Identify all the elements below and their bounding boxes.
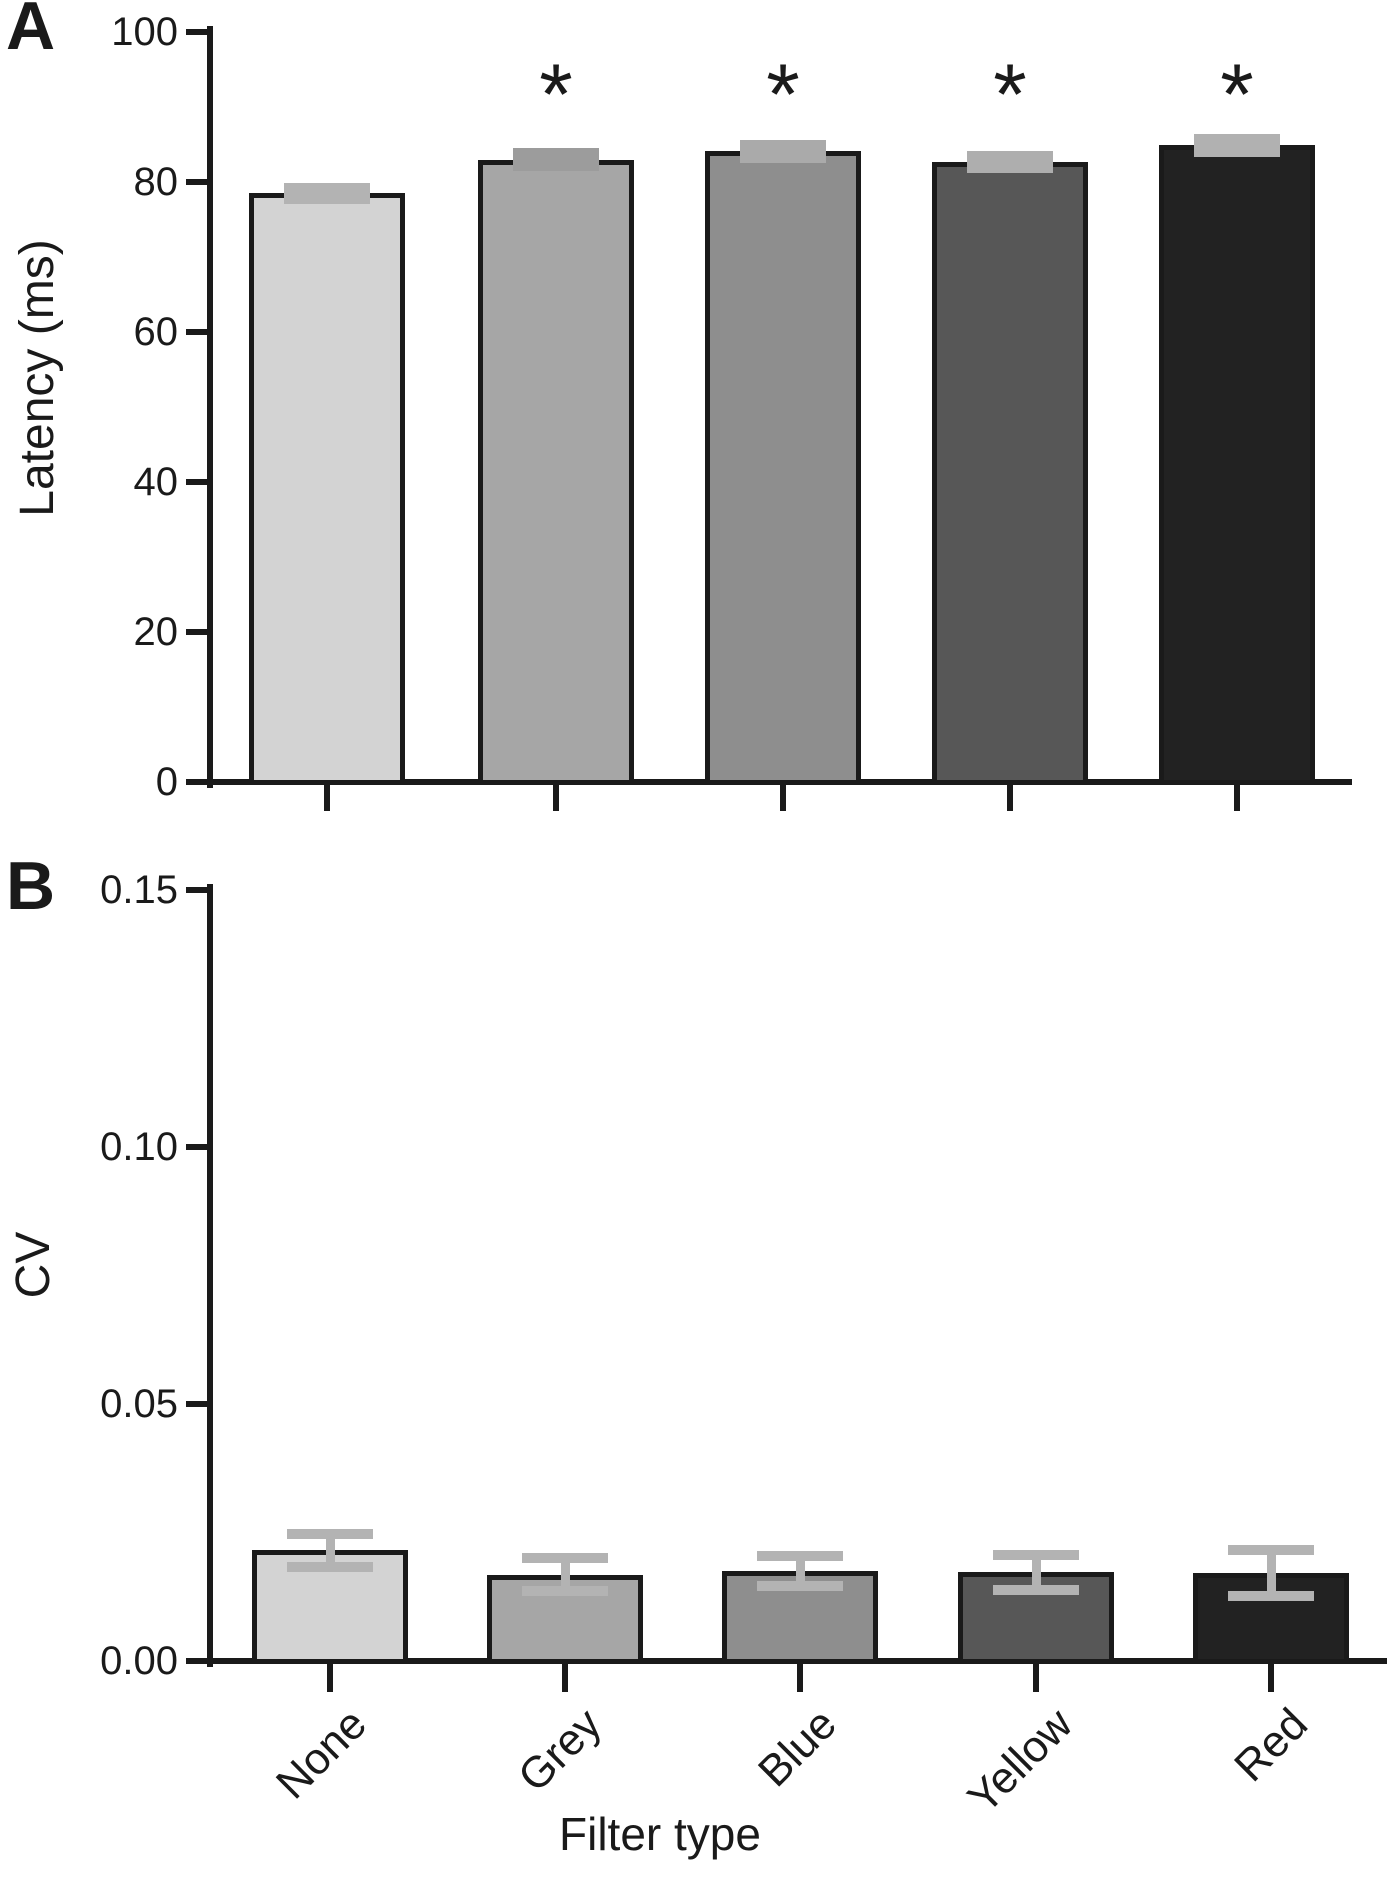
panel-b-error-cap-bottom-none [287, 1562, 373, 1573]
panel-a-y-tick [186, 329, 207, 335]
x-category-label-yellow: Yellow [958, 1699, 1082, 1823]
panel-b-error-stem-none [326, 1533, 335, 1568]
panel-a-bar-none [249, 193, 405, 785]
panel-b-error-cap-bottom-yellow [993, 1584, 1079, 1595]
panel-a-x-tick-grey [553, 785, 559, 811]
panel-b-y-tick-label: 0.00 [100, 1639, 178, 1683]
panel-a-bar-yellow [932, 161, 1088, 785]
panel-a-error-band-yellow [967, 150, 1053, 173]
panel-a-significance-asterisk-yellow: * [993, 47, 1027, 143]
panel-a-y-axis-line [207, 26, 213, 788]
panel-a-significance-asterisk-red: * [1220, 47, 1254, 143]
panel-a-error-band-red [1194, 134, 1280, 157]
panel-a-y-tick-label: 80 [133, 160, 179, 204]
panel-b-error-stem-grey [561, 1558, 570, 1592]
x-category-label-none: None [266, 1699, 376, 1809]
panel-b-x-tick-blue [797, 1664, 803, 1692]
panel-a-bar-red [1159, 145, 1315, 785]
panel-b-y-tick [186, 887, 207, 893]
y-axis-title-cv: CV [7, 1231, 60, 1299]
panel-a-bar-grey [478, 159, 634, 785]
panel-b-x-tick-grey [562, 1664, 568, 1692]
panel-b-y-tick-label: 0.10 [100, 1125, 178, 1169]
panel-b-error-stem-yellow [1032, 1554, 1041, 1590]
panel-a-y-tick [186, 479, 207, 485]
panel-b-x-tick-yellow [1033, 1664, 1039, 1692]
panel-b-error-cap-bottom-grey [522, 1586, 608, 1597]
panel-a-x-tick-blue [780, 785, 786, 811]
panel-b-x-tick-red [1268, 1664, 1274, 1692]
panel-a-significance-asterisk-blue: * [766, 47, 800, 143]
panel-b-error-cap-bottom-red [1228, 1591, 1314, 1602]
panel-b-x-tick-none [327, 1664, 333, 1692]
panel-a-x-tick-red [1234, 785, 1240, 811]
panel-a-y-tick [186, 629, 207, 635]
panel-a-y-tick [186, 779, 207, 785]
panel-a-error-band-blue [740, 140, 826, 163]
x-category-label-red: Red [1225, 1699, 1317, 1792]
panel-a-error-band-none [284, 182, 370, 204]
panel-a-significance-asterisk-grey: * [539, 47, 573, 143]
panel-a-y-tick [186, 29, 207, 35]
panel-a-bar-blue [705, 151, 861, 785]
panel-b-error-stem-red [1267, 1549, 1276, 1597]
panel-a-y-tick-label: 0 [155, 760, 178, 804]
panel-b-y-axis-line [207, 884, 213, 1667]
panel-b-y-tick [186, 1144, 207, 1150]
panel-a-y-tick-label: 60 [133, 310, 179, 354]
panel-a-x-tick-yellow [1007, 785, 1013, 811]
y-axis-title-latency: Latency (ms) [11, 239, 64, 517]
panel-b-letter: B [6, 848, 56, 924]
panel-a-y-tick-label: 100 [111, 10, 178, 54]
panel-a-letter: A [6, 0, 56, 64]
panel-a-y-tick-label: 20 [133, 610, 179, 654]
panel-b-error-stem-blue [796, 1555, 805, 1587]
panel-a-y-tick [186, 179, 207, 185]
panel-a-x-tick-none [324, 785, 330, 811]
panel-a-error-band-grey [513, 148, 599, 171]
panel-b-y-tick-label: 0.15 [100, 868, 178, 912]
panel-b-y-tick-label: 0.05 [100, 1382, 178, 1426]
x-axis-title: Filter type [559, 1808, 761, 1860]
panel-b-y-tick [186, 1401, 207, 1407]
panel-a-y-tick-label: 40 [133, 460, 179, 504]
panel-b-y-tick [186, 1658, 207, 1664]
panel-b-error-cap-bottom-blue [757, 1581, 843, 1592]
